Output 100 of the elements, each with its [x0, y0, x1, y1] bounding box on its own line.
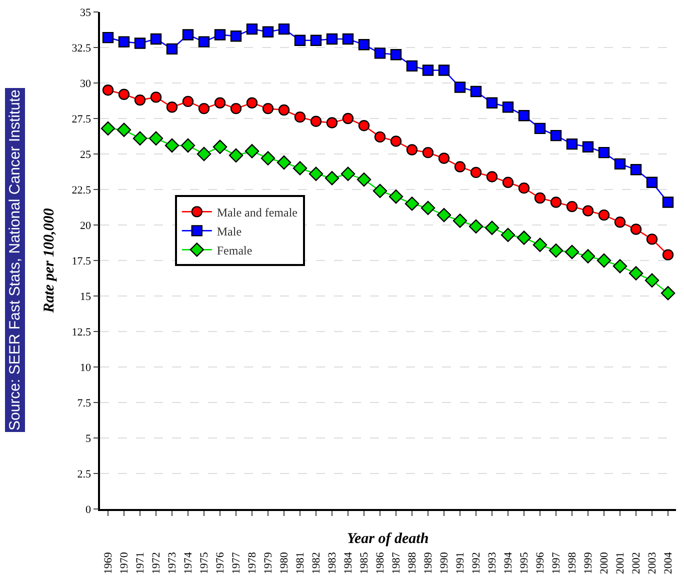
- x-tick-label: 2003: [646, 552, 659, 574]
- point: [134, 94, 146, 106]
- point: [134, 38, 146, 49]
- point: [534, 122, 546, 134]
- point: [438, 64, 450, 76]
- point: [582, 205, 594, 216]
- point: [500, 228, 516, 242]
- y-tick-label: 7.5: [77, 397, 92, 410]
- point: [454, 82, 466, 93]
- legend-label: Male: [216, 224, 242, 238]
- point: [324, 171, 340, 186]
- point: [166, 43, 178, 55]
- y-tick-label: 12.5: [72, 326, 92, 338]
- point: [550, 130, 562, 142]
- point: [436, 208, 452, 222]
- x-tick-label: 1979: [262, 552, 275, 574]
- point: [102, 32, 114, 44]
- point: [486, 97, 498, 108]
- y-tick-label: 5: [86, 432, 92, 445]
- point: [518, 182, 530, 194]
- source-note: Source: SEER Fast Stats, National Cancer Institute: [6, 90, 24, 430]
- y-axis-title: Rate per 100,000: [42, 208, 58, 314]
- point: [596, 253, 612, 268]
- y-tick-label: 10: [80, 362, 92, 374]
- point: [292, 161, 308, 176]
- x-tick-label: 1986: [374, 552, 387, 574]
- point: [598, 209, 610, 221]
- point: [262, 26, 274, 38]
- x-tick-label: 1977: [230, 552, 243, 574]
- point: [646, 234, 658, 245]
- point: [534, 192, 546, 204]
- point: [278, 23, 290, 35]
- point: [630, 164, 642, 176]
- point: [516, 230, 532, 245]
- x-tick-label: 2004: [662, 552, 675, 574]
- x-tick-label: 1999: [582, 552, 595, 574]
- x-tick-label: 2001: [614, 552, 627, 574]
- x-tick-label: 1990: [438, 552, 451, 574]
- point: [356, 172, 372, 187]
- point: [390, 136, 402, 147]
- x-tick-label: 1974: [182, 552, 195, 574]
- point: [452, 214, 468, 228]
- x-tick-label: 1987: [390, 552, 403, 574]
- x-tick-label: 1981: [294, 552, 307, 574]
- x-tick-label: 1972: [150, 552, 163, 574]
- point: [102, 84, 114, 96]
- point: [326, 33, 338, 45]
- legend-label: Male and female: [216, 205, 298, 220]
- point: [406, 144, 418, 156]
- point: [612, 259, 628, 274]
- point: [420, 200, 436, 216]
- point: [630, 224, 642, 235]
- x-tick-label: 1984: [342, 552, 355, 574]
- point: [164, 138, 180, 153]
- point: [438, 152, 450, 164]
- point: [118, 36, 130, 48]
- point: [422, 146, 434, 158]
- point: [100, 121, 116, 136]
- point: [342, 33, 354, 45]
- point: [246, 97, 258, 108]
- point: [598, 146, 610, 158]
- point: [116, 122, 132, 137]
- point: [372, 184, 388, 198]
- x-tick-label: 1998: [566, 552, 579, 574]
- point: [230, 30, 242, 42]
- point: [644, 273, 660, 288]
- point: [308, 166, 324, 181]
- point: [358, 120, 370, 132]
- point: [276, 155, 292, 170]
- point: [148, 131, 164, 146]
- point: [614, 216, 626, 228]
- x-tick-label: 1982: [310, 552, 323, 574]
- point: [614, 158, 626, 170]
- point: [564, 244, 580, 260]
- point: [548, 243, 564, 258]
- point: [198, 36, 210, 48]
- x-tick-label: 1978: [246, 552, 259, 574]
- point: [454, 161, 466, 172]
- point: [228, 148, 244, 163]
- point: [580, 249, 596, 264]
- point: [340, 166, 356, 181]
- point: [518, 110, 530, 122]
- y-tick-label: 2.5: [77, 468, 92, 480]
- point: [150, 92, 162, 103]
- x-tick-label: 2002: [630, 552, 643, 574]
- point: [150, 33, 162, 45]
- point: [326, 117, 338, 128]
- point: [582, 141, 594, 152]
- x-tick-label: 1996: [534, 552, 547, 574]
- x-axis-title: Year of death: [347, 531, 429, 547]
- point: [230, 102, 242, 114]
- point: [358, 39, 370, 50]
- y-tick-label: 20: [80, 220, 92, 232]
- x-tick-label: 1991: [454, 552, 467, 574]
- x-tick-label: 1988: [406, 552, 419, 574]
- x-tick-label: 1989: [422, 552, 435, 574]
- point: [166, 102, 178, 113]
- x-tick-label: 1994: [502, 552, 515, 574]
- point: [662, 196, 674, 208]
- x-tick-label: 1975: [198, 552, 211, 574]
